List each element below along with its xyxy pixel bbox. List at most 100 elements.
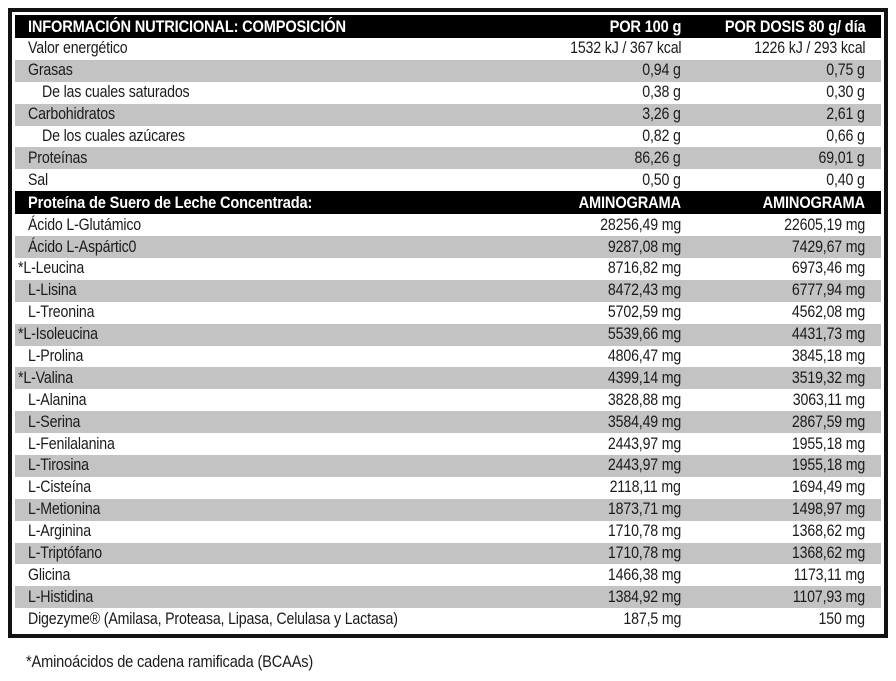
value-per-dose: 1368,62 mg bbox=[791, 522, 865, 541]
value-per-dose: 0,30 g bbox=[826, 83, 866, 102]
value-per-dose: 0,40 g bbox=[826, 170, 866, 189]
value-per-100g: 3,26 g bbox=[642, 105, 682, 124]
table-row: De los cuales azúcares 0,82 g 0,66 g bbox=[15, 125, 881, 148]
row-label: L-Treonina bbox=[28, 303, 95, 322]
row-label: *L-Leucina bbox=[18, 259, 85, 278]
value-per-100g: 0,38 g bbox=[642, 83, 682, 102]
value-per-dose: 2,61 g bbox=[826, 105, 866, 124]
value-per-dose: 1955,18 mg bbox=[791, 456, 865, 475]
row-label: L-Alanina bbox=[28, 390, 87, 409]
value-per-100g: 2443,97 mg bbox=[607, 456, 681, 475]
value-per-100g: 28256,49 mg bbox=[600, 215, 681, 234]
value-per-100g: 1384,92 mg bbox=[607, 587, 681, 606]
table-row: Sal 0,50 g 0,40 g bbox=[15, 169, 881, 192]
aminogram-column-per-100g: AMINOGRAMA bbox=[578, 192, 681, 212]
row-label: L-Triptófano bbox=[28, 544, 102, 563]
value-per-dose: 3063,11 mg bbox=[792, 390, 865, 409]
table-row: *L-Isoleucina 5539,66 mg 4431,73 mg bbox=[15, 323, 881, 346]
table-row: L-Serina 3584,49 mg 2867,59 mg bbox=[15, 411, 881, 434]
table-row: Ácido L-Glutámico 28256,49 mg 22605,19 mg bbox=[15, 214, 881, 237]
value-per-100g: 1873,71 mg bbox=[607, 500, 681, 519]
column-header-per-dose: POR DOSIS 80 g/ día bbox=[724, 16, 865, 36]
row-label: L-Prolina bbox=[28, 347, 84, 366]
value-per-dose: 0,66 g bbox=[826, 127, 866, 145]
value-per-100g: 8716,82 mg bbox=[607, 259, 681, 278]
row-label: L-Lisina bbox=[28, 281, 77, 300]
row-label: L-Arginina bbox=[28, 522, 91, 541]
value-per-dose: 3845,18 mg bbox=[791, 347, 865, 366]
value-per-100g: 1710,78 mg bbox=[607, 544, 681, 563]
value-per-100g: 3584,49 mg bbox=[607, 412, 681, 431]
value-per-dose: 2867,59 mg bbox=[791, 412, 865, 431]
table-title: INFORMACIÓN NUTRICIONAL: COMPOSICIÓN bbox=[28, 16, 346, 36]
row-label: L-Metionina bbox=[28, 500, 101, 519]
value-per-dose: 4562,08 mg bbox=[791, 303, 865, 322]
table-row: L-Metionina 1873,71 mg 1498,97 mg bbox=[15, 498, 881, 521]
nutrition-rows-section: Valor energético 1532 kJ / 367 kcal 1226 k… bbox=[15, 38, 881, 192]
table-row: L-Triptófano 1710,78 mg 1368,62 mg bbox=[15, 542, 881, 565]
row-label: Digezyme® (Amilasa, Proteasa, Lipasa, Ce… bbox=[28, 609, 398, 628]
row-label: Proteínas bbox=[28, 148, 88, 167]
value-per-100g: 9287,08 mg bbox=[607, 237, 681, 256]
table-row: Digezyme® (Amilasa, Proteasa, Lipasa, Ce… bbox=[15, 608, 881, 631]
table-row: L-Arginina 1710,78 mg 1368,62 mg bbox=[15, 520, 881, 543]
value-per-100g: 0,50 g bbox=[642, 170, 682, 189]
value-per-100g: 3828,88 mg bbox=[607, 390, 681, 409]
table-row: *L-Valina 4399,14 mg 3519,32 mg bbox=[15, 367, 881, 390]
row-label: Carbohidratos bbox=[28, 105, 115, 124]
row-label: L-Cisteína bbox=[28, 478, 91, 497]
row-label: De las cuales saturados bbox=[42, 83, 190, 102]
table-row: L-Fenilalanina 2443,97 mg 1955,18 mg bbox=[15, 433, 881, 456]
value-per-dose: 69,01 g bbox=[818, 148, 865, 167]
table-header-bar: INFORMACIÓN NUTRICIONAL: COMPOSICIÓN POR… bbox=[15, 15, 881, 38]
table-row: L-Lisina 8472,43 mg 6777,94 mg bbox=[15, 279, 881, 302]
value-per-100g: 5539,66 mg bbox=[607, 325, 681, 344]
value-per-dose: 7429,67 mg bbox=[791, 237, 865, 256]
row-label: *L-Valina bbox=[18, 368, 73, 387]
value-per-dose: 3519,32 mg bbox=[791, 368, 865, 387]
row-label: Ácido L-Aspártic0 bbox=[28, 237, 137, 256]
table-row: L-Alanina 3828,88 mg 3063,11 mg bbox=[15, 389, 881, 412]
table-row: Proteínas 86,26 g 69,01 g bbox=[15, 147, 881, 170]
row-label: Sal bbox=[28, 170, 48, 189]
table-row: Glicina 1466,38 mg 1173,11 mg bbox=[15, 564, 881, 587]
value-per-dose: 150 mg bbox=[818, 609, 865, 628]
row-label: *L-Isoleucina bbox=[18, 325, 98, 344]
table-row: *L-Leucina 8716,82 mg 6973,46 mg bbox=[15, 258, 881, 280]
table-row: L-Prolina 4806,47 mg 3845,18 mg bbox=[15, 345, 881, 368]
row-label: Ácido L-Glutámico bbox=[28, 215, 142, 234]
row-label: L-Serina bbox=[28, 412, 81, 431]
row-label: L-Fenilalanina bbox=[28, 434, 115, 453]
table-row: L-Tirosina 2443,97 mg 1955,18 mg bbox=[15, 455, 881, 477]
value-per-dose: 1107,93 mg bbox=[792, 587, 865, 606]
table-row: De las cuales saturados 0,38 g 0,30 g bbox=[15, 81, 881, 104]
table-row: Carbohidratos 3,26 g 2,61 g bbox=[15, 103, 881, 126]
value-per-dose: 1498,97 mg bbox=[791, 500, 865, 519]
aminogram-rows-section: Ácido L-Glutámico 28256,49 mg 22605,19 mg Á… bbox=[15, 214, 881, 631]
bcaa-footnote: *Aminoácidos de cadena ramificada (BCAAs… bbox=[26, 652, 314, 671]
table-row: Valor energético 1532 kJ / 367 kcal 1226 k… bbox=[15, 38, 881, 60]
value-per-100g: 8472,43 mg bbox=[607, 281, 681, 300]
value-per-dose: 1173,11 mg bbox=[793, 565, 865, 584]
value-per-100g: 0,82 g bbox=[642, 127, 682, 145]
value-per-100g: 0,94 g bbox=[642, 61, 682, 80]
value-per-dose: 0,75 g bbox=[826, 61, 866, 80]
value-per-dose: 6973,46 mg bbox=[791, 259, 865, 278]
value-per-100g: 2118,11 mg bbox=[609, 478, 681, 497]
value-per-dose: 1955,18 mg bbox=[791, 434, 865, 453]
aminogram-title: Proteína de Suero de Leche Concentrada: bbox=[28, 192, 313, 212]
value-per-100g: 1532 kJ / 367 kcal bbox=[569, 39, 681, 58]
table-row: Ácido L-Aspártic0 9287,08 mg 7429,67 mg bbox=[15, 236, 881, 259]
aminogram-column-per-dose: AMINOGRAMA bbox=[762, 192, 865, 212]
value-per-100g: 1710,78 mg bbox=[607, 522, 681, 541]
column-header-per-100g: POR 100 g bbox=[609, 16, 681, 36]
row-label: L-Tirosina bbox=[28, 456, 89, 475]
value-per-100g: 4806,47 mg bbox=[607, 347, 681, 366]
aminogram-header-bar: Proteína de Suero de Leche Concentrada: … bbox=[15, 191, 881, 215]
value-per-100g: 5702,59 mg bbox=[607, 303, 681, 322]
row-label: De los cuales azúcares bbox=[42, 127, 185, 145]
nutrition-facts-table: INFORMACIÓN NUTRICIONAL: COMPOSICIÓN POR… bbox=[8, 8, 888, 638]
row-label: Grasas bbox=[28, 61, 73, 80]
value-per-dose: 6777,94 mg bbox=[791, 281, 865, 300]
table-row: L-Treonina 5702,59 mg 4562,08 mg bbox=[15, 301, 881, 324]
